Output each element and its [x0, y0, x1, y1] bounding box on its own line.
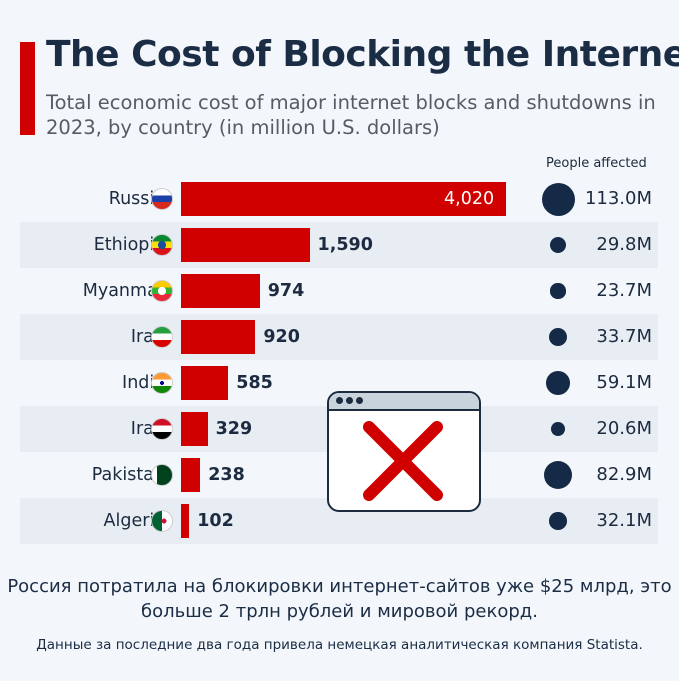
bar-value-label: 102	[197, 511, 234, 531]
footer-caption: Россия потратила на блокировки интернет-…	[7, 576, 672, 622]
bar-value-label: 920	[263, 327, 300, 347]
iran-flag-icon	[151, 326, 173, 348]
bar-algeria	[181, 504, 190, 538]
country-label: Algeria	[103, 511, 166, 531]
chart-row-india: India 585 59.1M	[20, 360, 658, 406]
people-affected-value: 23.7M	[596, 280, 652, 301]
bar-value-label: 329	[215, 419, 253, 439]
people-affected-value: 59.1M	[596, 372, 652, 393]
bar-pakistan	[181, 458, 201, 492]
country-label: Russia	[108, 189, 165, 209]
chart-title: The Cost of Blocking the Internet	[46, 34, 679, 75]
country-label: Ethiopia	[93, 235, 165, 255]
bar-iraq	[181, 412, 208, 446]
bar-iran	[181, 320, 256, 354]
chart-row-myanmar: Myanmar 974 23.7M	[20, 268, 658, 314]
pakistan-flag-icon	[151, 464, 173, 486]
browser-titlebar	[329, 393, 479, 411]
people-affected-dot	[546, 371, 570, 395]
bar-value-label: 974	[267, 281, 305, 301]
algeria-flag-icon	[151, 510, 173, 532]
chart-row-russia: Russia 4,020 113.0M	[20, 176, 658, 222]
blocked-browser-illustration	[327, 391, 481, 512]
people-affected-dot	[543, 460, 573, 490]
people-affected-header: People affected	[546, 156, 647, 171]
people-affected-dot	[549, 512, 567, 530]
bar-ethiopia	[181, 228, 310, 262]
bar-value-label: 585	[236, 373, 273, 393]
chart-row-ethiopia: Ethiopia 1,590 29.8M	[20, 222, 658, 268]
country-label: Myanmar	[82, 281, 165, 301]
people-affected-value: 113.0M	[584, 188, 652, 209]
country-label: Pakistan	[91, 465, 165, 485]
ethiopia-flag-icon	[151, 234, 173, 256]
people-affected-dot	[550, 283, 566, 299]
bar-myanmar	[181, 274, 260, 308]
people-affected-dot	[548, 327, 567, 346]
chart-row-iran: Iran 920 33.7M	[20, 314, 658, 360]
people-affected-value: 82.9M	[596, 464, 652, 485]
people-affected-dot	[549, 236, 567, 254]
people-affected-value: 32.1M	[596, 510, 652, 531]
bar-russia	[181, 182, 506, 216]
people-affected-dot	[541, 182, 575, 216]
bar-value-label: 1,590	[317, 235, 373, 255]
india-flag-icon	[151, 372, 173, 394]
chart-subtitle: Total economic cost of major internet bl…	[46, 91, 656, 139]
bar-india	[181, 366, 229, 400]
myanmar-flag-icon	[151, 280, 173, 302]
title-accent-bar	[20, 42, 35, 135]
people-affected-dot	[550, 421, 566, 437]
footer-source-note: Данные за последние два года привела нем…	[36, 637, 643, 653]
russia-flag-icon	[151, 188, 173, 210]
chart-row-pakistan: Pakistan 238 82.9M	[20, 452, 658, 498]
people-affected-value: 33.7M	[596, 326, 652, 347]
people-affected-value: 29.8M	[596, 234, 652, 255]
iraq-flag-icon	[151, 418, 173, 440]
bar-value-label: 238	[208, 465, 245, 485]
bar-value-label: 4,020	[444, 189, 495, 209]
people-affected-value: 20.6M	[596, 418, 652, 439]
red-x-icon	[363, 421, 443, 501]
